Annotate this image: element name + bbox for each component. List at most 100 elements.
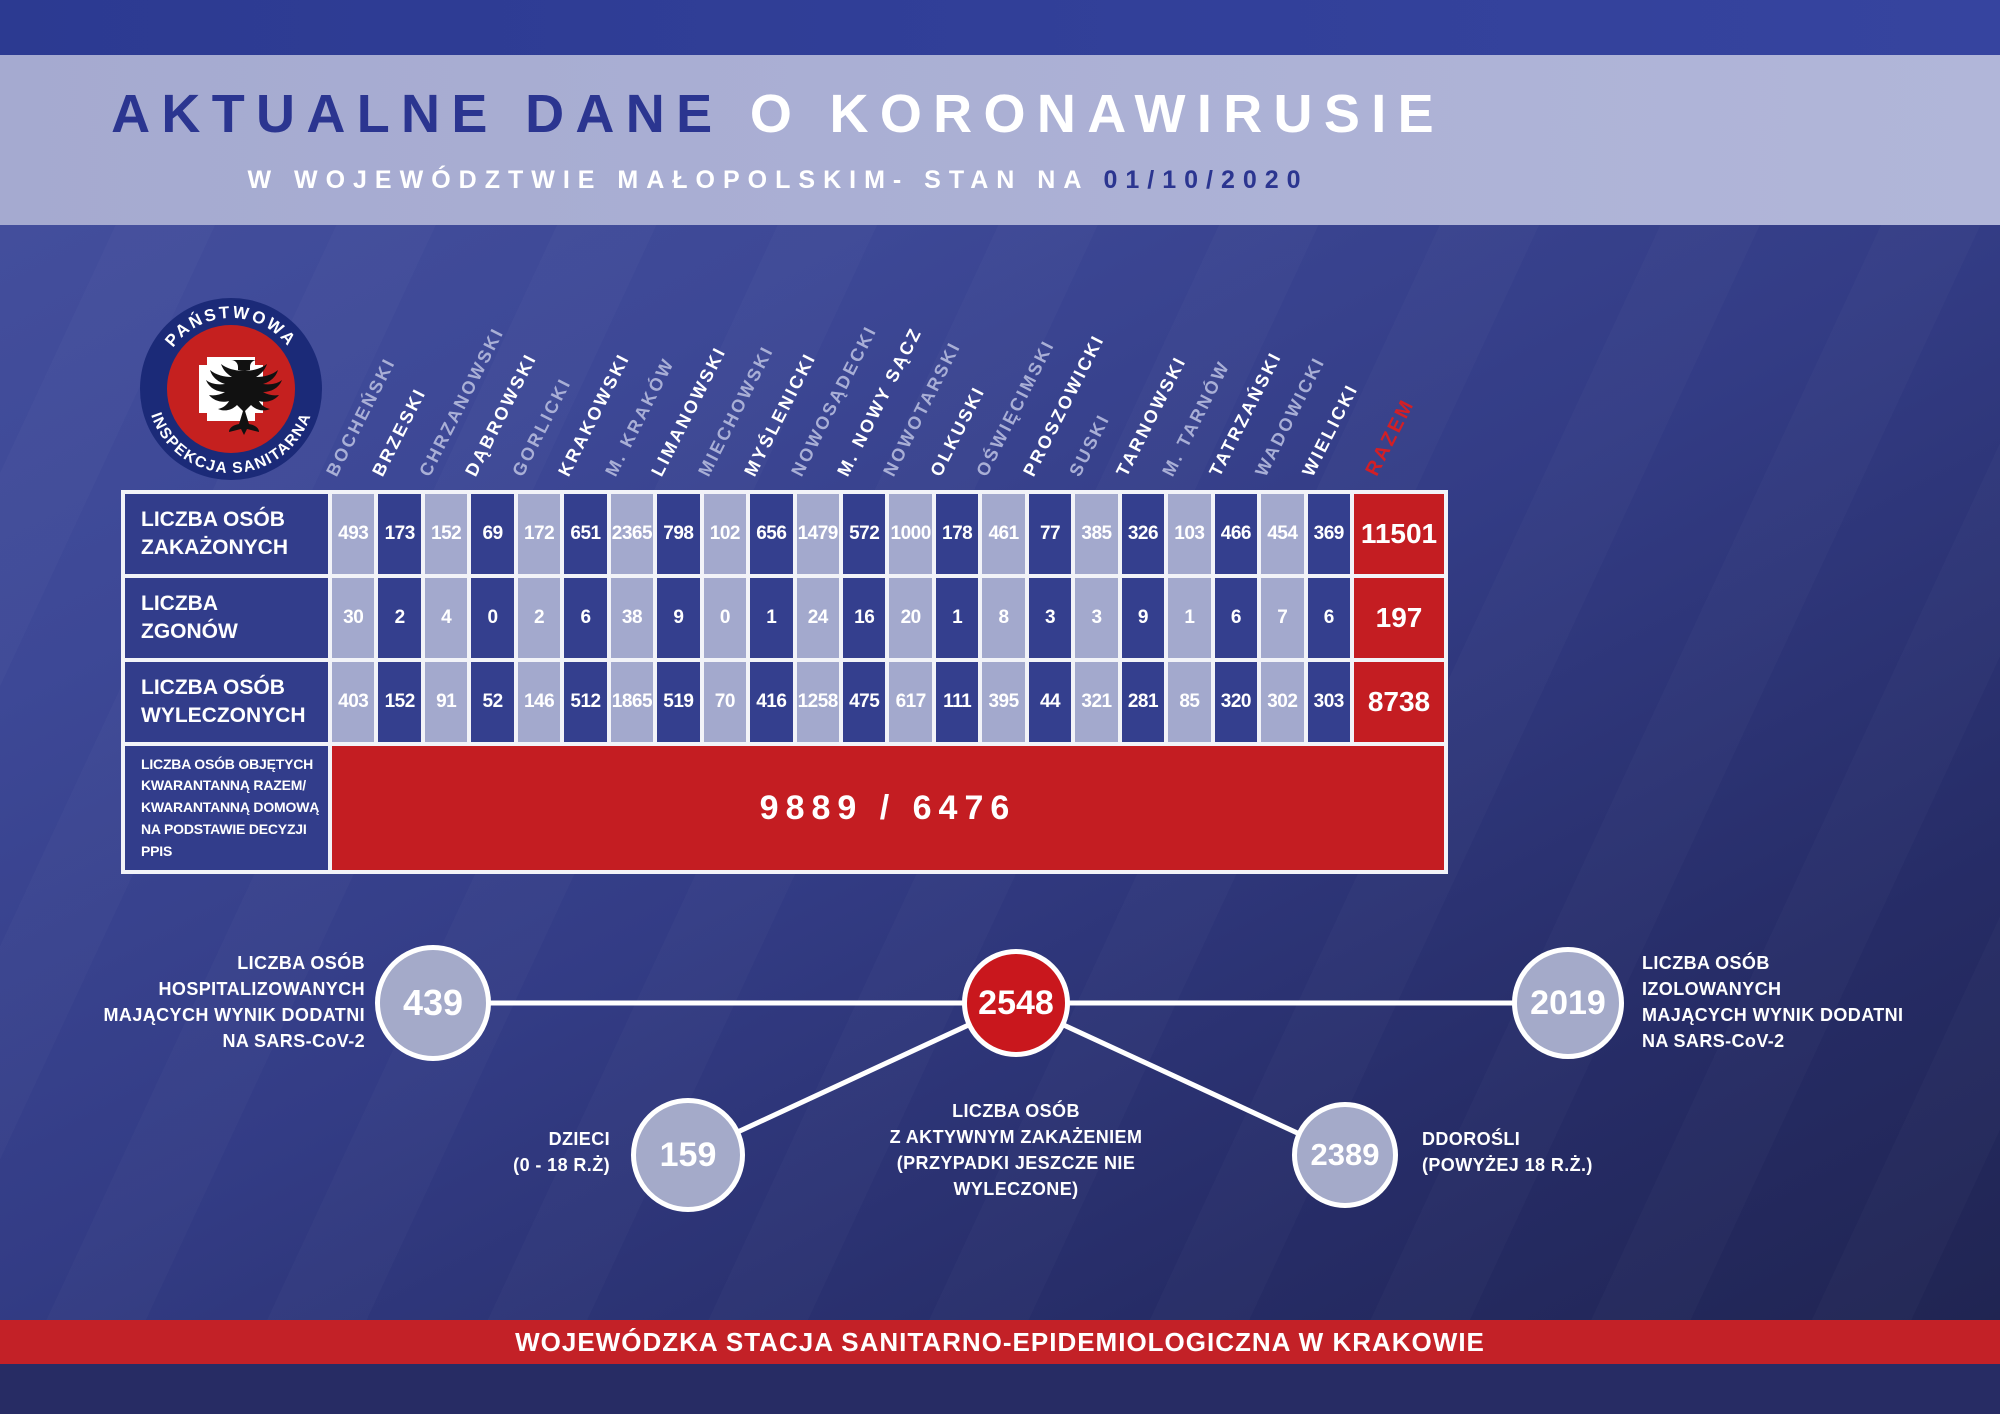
adults-label: DDOROŚLI (POWYŻEJ 18 R.Ż.) bbox=[1422, 1129, 1593, 1175]
table-cell: 320 bbox=[1214, 662, 1258, 742]
hospitalized-label: LICZBA OSÓB HOSPITALIZOWANYCH MAJĄCYCH W… bbox=[103, 953, 365, 1051]
table-cell: 146 bbox=[517, 662, 561, 742]
table-cell: 656 bbox=[750, 494, 793, 574]
table-cell: 16 bbox=[842, 578, 886, 658]
table-cell: 178 bbox=[935, 494, 979, 574]
column-header-cell: DĄBROWSKI bbox=[462, 228, 541, 488]
eagle-icon bbox=[206, 360, 282, 435]
page-title-dark: AKTUALNE DANE bbox=[111, 83, 750, 144]
table-cell: 454 bbox=[1261, 494, 1304, 574]
active-cases-label: LICZBA OSÓB Z AKTYWNYM ZAKAŻENIEM (PRZYP… bbox=[889, 1101, 1143, 1199]
table-cell: 24 bbox=[796, 578, 839, 658]
column-header-cell: WADOWICKI bbox=[1251, 228, 1329, 488]
table-cell: 303 bbox=[1307, 662, 1350, 742]
quarantine-label: LICZBA OSÓB OBJĘTYCH KWARANTANNĄ RAZEM/ … bbox=[125, 746, 328, 870]
column-header-spacer bbox=[125, 228, 328, 488]
children-value: 159 bbox=[659, 1135, 717, 1174]
column-header-cell: M. NOWY SĄCZ bbox=[833, 228, 926, 488]
subtitle-date: 01/10/2020 bbox=[1103, 166, 1309, 195]
column-header-cell: M. TARNÓW bbox=[1158, 228, 1234, 488]
table-cell: 91 bbox=[424, 662, 468, 742]
column-header-cell: WIELICKI bbox=[1298, 228, 1362, 488]
children-bubble: 159 bbox=[631, 1098, 745, 1212]
table-cell: 6 bbox=[564, 578, 607, 658]
row-total: 11501 bbox=[1353, 494, 1444, 574]
table-cell: 6 bbox=[1307, 578, 1350, 658]
table-cell: 461 bbox=[982, 494, 1025, 574]
table-cell: 2 bbox=[378, 578, 421, 658]
footer-bar: WOJEWÓDZKA STACJA SANITARNO-EPIDEMIOLOGI… bbox=[0, 1320, 2000, 1364]
table-cell: 111 bbox=[935, 662, 979, 742]
column-header-cell: SUSKI bbox=[1066, 228, 1117, 488]
bottom-strip bbox=[0, 1364, 2000, 1414]
data-table: LICZBA OSÓB ZAKAŻONYCH 493 173 152 69 172 651 2… bbox=[121, 490, 1448, 874]
table-cell: 1 bbox=[935, 578, 979, 658]
table-cell: 1000 bbox=[889, 494, 932, 574]
active-cases-value: 2548 bbox=[978, 983, 1054, 1022]
table-cell: 69 bbox=[471, 494, 514, 574]
table-cell: 1479 bbox=[796, 494, 839, 574]
table-cell: 369 bbox=[1307, 494, 1350, 574]
column-header-cell: MYŚLENICKI bbox=[740, 228, 820, 488]
children-label: DZIECI (0 - 18 R.Ż) bbox=[513, 1129, 610, 1175]
active-cases-bubble: 2548 bbox=[962, 949, 1070, 1057]
table-cell: 1 bbox=[750, 578, 793, 658]
header-band: AKTUALNE DANE O KORONAWIRUSIE W WOJEWÓDZ… bbox=[0, 55, 2000, 225]
column-header-cell: OLKUSKI bbox=[926, 228, 989, 488]
table-cell: 1865 bbox=[610, 662, 654, 742]
column-header-cell: TARNOWSKI bbox=[1112, 228, 1190, 488]
column-header-cell: LIMANOWSKI bbox=[647, 228, 730, 488]
table-cell: 8 bbox=[982, 578, 1025, 658]
table-cell: 321 bbox=[1075, 662, 1118, 742]
table-cell: 44 bbox=[1028, 662, 1072, 742]
row-label: LICZBA ZGONÓW bbox=[125, 578, 328, 658]
table-cell: 385 bbox=[1075, 494, 1118, 574]
table-cell: 172 bbox=[517, 494, 561, 574]
table-cell: 9 bbox=[657, 578, 700, 658]
column-header-cell: OŚWIĘCIMSKI bbox=[973, 228, 1059, 488]
isolated-value: 2019 bbox=[1530, 983, 1606, 1022]
column-header-cell: NOWOTARSKI bbox=[880, 228, 965, 488]
table-cell: 152 bbox=[378, 662, 421, 742]
column-header-cell: GORLICKI bbox=[508, 228, 575, 488]
total-column-header: RAZEM bbox=[1361, 395, 1420, 480]
table-cell: 38 bbox=[610, 578, 654, 658]
table-cell: 70 bbox=[703, 662, 747, 742]
table-cell: 617 bbox=[889, 662, 932, 742]
table-cell: 798 bbox=[657, 494, 700, 574]
table-cell: 1 bbox=[1168, 578, 1211, 658]
column-header-cell: NOWOSĄDECKI bbox=[787, 228, 880, 488]
table-cell: 466 bbox=[1214, 494, 1258, 574]
column-header-cell: MIECHOWSKI bbox=[694, 228, 777, 488]
table-cell: 519 bbox=[657, 662, 700, 742]
table-cell: 2 bbox=[517, 578, 561, 658]
row-total: 197 bbox=[1353, 578, 1444, 658]
table-cell: 2365 bbox=[610, 494, 654, 574]
table-cell: 1258 bbox=[796, 662, 839, 742]
table-cell: 572 bbox=[842, 494, 886, 574]
page-title: AKTUALNE DANE O KORONAWIRUSIE bbox=[0, 83, 1556, 144]
table-cell: 326 bbox=[1121, 494, 1165, 574]
table-cell: 77 bbox=[1028, 494, 1072, 574]
table-cell: 9 bbox=[1121, 578, 1165, 658]
table-cell: 281 bbox=[1121, 662, 1165, 742]
hospitalized-value: 439 bbox=[402, 982, 464, 1023]
sanitary-inspection-logo: PAŃSTWOWA INSPEKCJA SANITARNA bbox=[140, 298, 322, 480]
adults-bubble: 2389 bbox=[1292, 1102, 1398, 1208]
column-header-cell: M. KRAKÓW bbox=[601, 228, 678, 488]
table-cell: 6 bbox=[1214, 578, 1258, 658]
column-header-row: BOCHEŃSKI BRZESKI CHRZANOWSKI DĄBROWSKI GORL… bbox=[121, 228, 1448, 488]
table-cell: 7 bbox=[1261, 578, 1304, 658]
subtitle-text: W WOJEWÓDZTWIE MAŁOPOLSKIM- STAN NA bbox=[247, 166, 1104, 195]
table-cell: 0 bbox=[703, 578, 747, 658]
column-header: WIELICKI bbox=[1297, 380, 1362, 480]
isolated-label: LICZBA OSÓB IZOLOWANYCH MAJĄCYCH WYNIK D… bbox=[1642, 953, 1904, 1051]
table-cell: 475 bbox=[842, 662, 886, 742]
top-strip bbox=[0, 0, 2000, 55]
row-total: 8738 bbox=[1353, 662, 1444, 742]
footer-text: WOJEWÓDZKA STACJA SANITARNO-EPIDEMIOLOGI… bbox=[515, 1326, 1485, 1357]
hospitalized-bubble: 439 bbox=[375, 945, 491, 1061]
table-cell: 403 bbox=[332, 662, 375, 742]
table-cell: 493 bbox=[332, 494, 375, 574]
